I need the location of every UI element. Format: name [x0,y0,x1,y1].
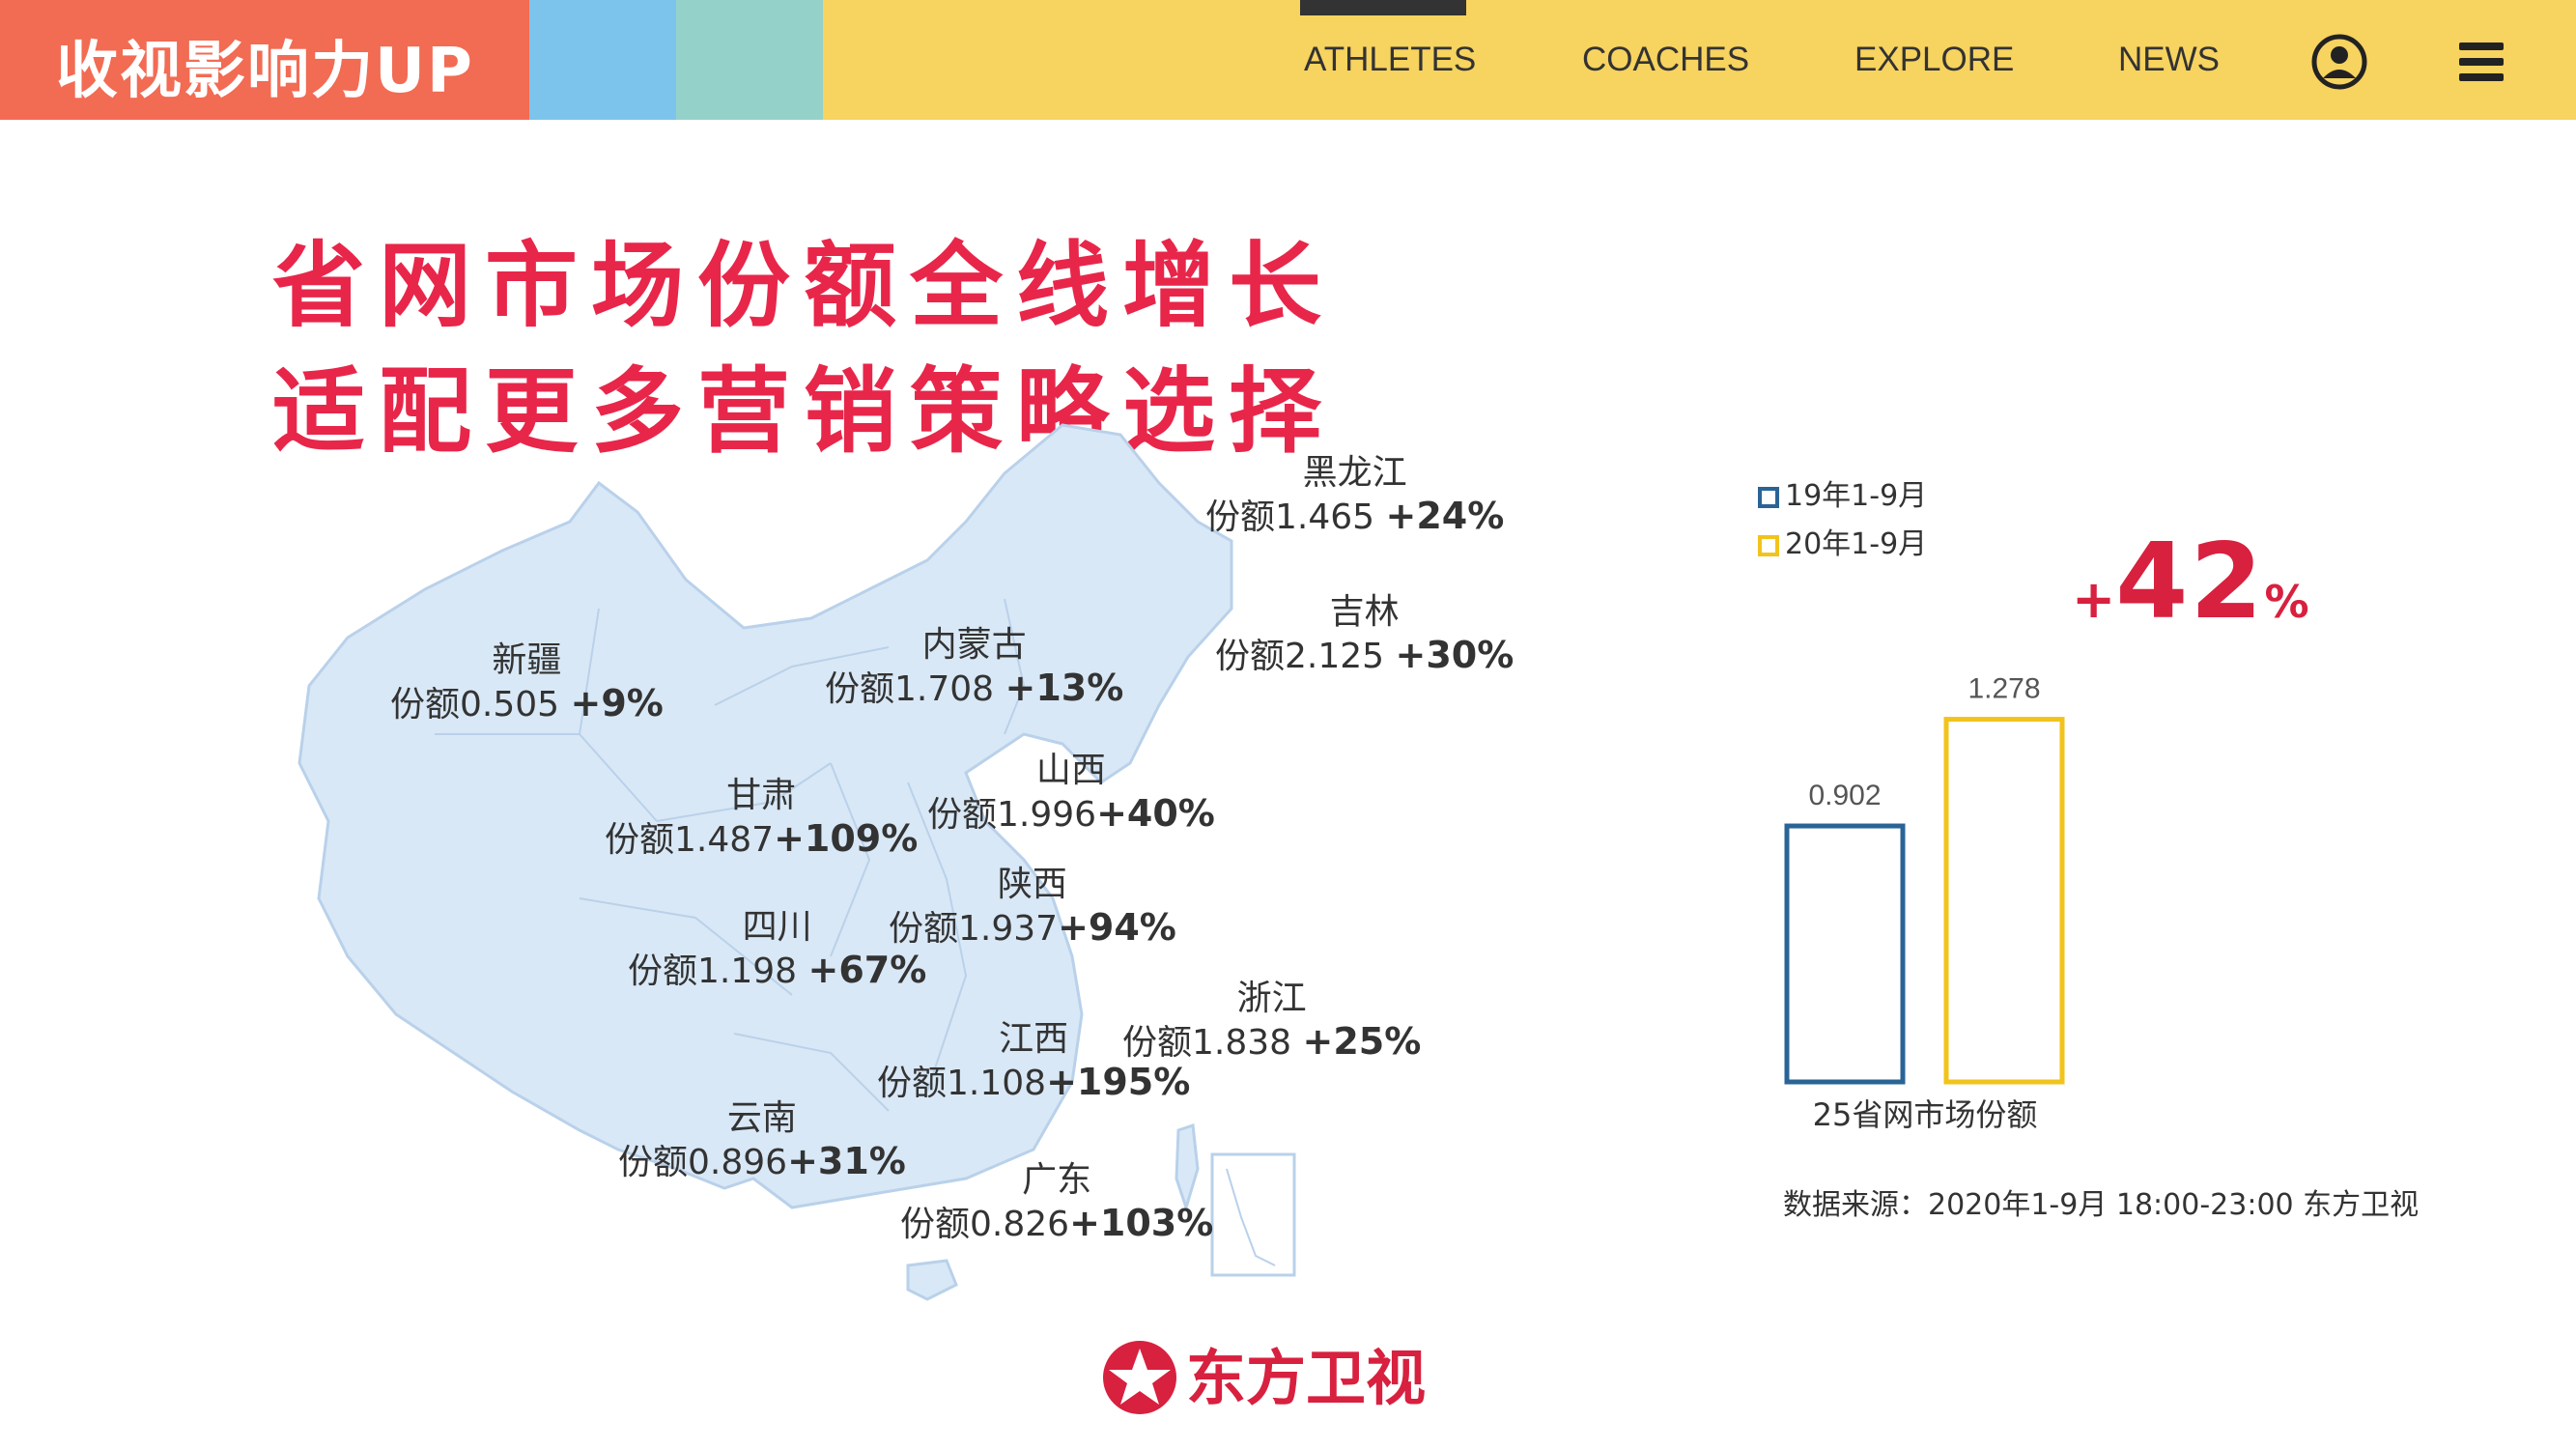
province-guangdong: 广东 份额0.826+103% [900,1159,1213,1246]
growth-unit: % [2264,576,2309,628]
menu-icon[interactable] [2459,41,2504,87]
province-share: 份额0.896 [618,1143,788,1182]
user-icon[interactable] [2310,33,2368,95]
bar-2019 [1784,823,1906,1085]
bar-value-label-2020: 1.278 [1967,673,2040,705]
bar-value-label-2019: 0.902 [1808,780,1881,811]
svg-text:东方卫视: 东方卫视 [1186,1343,1426,1413]
province-growth: +40% [1096,792,1215,835]
province-name: 云南 [726,1098,797,1138]
headline-line-1: 省网市场份额全线增长 [272,232,1335,340]
province-growth: +25% [1302,1020,1422,1063]
nav-coaches[interactable]: COACHES [1582,41,1750,78]
province-growth: +195% [1046,1061,1191,1103]
province-growth: +13% [1005,667,1124,709]
province-growth: +9% [570,682,664,724]
province-name: 山西 [1035,751,1106,790]
nav-active-indicator [1300,0,1466,15]
province-share: 份额1.487 [605,820,775,860]
province-heilongjiang: 黑龙江 份额1.465 +24% [1205,452,1504,539]
province-name: 广东 [1022,1160,1092,1200]
growth-sign: + [2072,569,2116,630]
legend-swatch-2020 [1758,534,1779,556]
province-gansu: 甘肃 份额1.487+109% [605,775,918,862]
province-share: 份额1.108 [877,1064,1047,1103]
province-name: 甘肃 [726,776,797,815]
province-share: 份额1.838 [1122,1023,1292,1063]
dragon-tv-logo: 东方卫视 [1097,1335,1426,1426]
province-jiangxi: 江西 份额1.108+195% [877,1018,1190,1105]
province-shanxi: 山西 份额1.996+40% [927,750,1215,837]
province-growth: +30% [1395,634,1514,676]
top-navigation-bar: 收视影响力UP ATHLETES COACHES EXPLORE NEWS [0,0,2576,120]
province-growth: +103% [1069,1202,1214,1244]
growth-callout: +42% [2072,522,2309,642]
province-growth: +31% [787,1140,906,1182]
growth-number: 42 [2115,522,2265,642]
province-share: 份额0.505 [390,685,560,724]
color-block-blue [529,0,676,120]
bar-chart: 0.902 1.278 25省网市场份额 [1784,673,2065,1133]
province-name: 浙江 [1236,979,1307,1018]
province-share: 份额1.708 [825,669,995,709]
nav-news[interactable]: NEWS [2118,41,2220,78]
brand-block: 收视影响力UP [0,0,529,120]
bar-2020 [1943,717,2065,1085]
headline-line-2: 适配更多营销策略选择 [272,357,1335,466]
province-name: 江西 [999,1019,1069,1059]
province-sichuan: 四川 份额1.198 +67% [628,906,926,993]
province-share: 份额1.996 [927,795,1097,835]
data-source-note: 数据来源：2020年1-9月 18:00-23:00 东方卫视 [1783,1188,2420,1222]
province-name: 四川 [742,907,812,947]
province-share: 份额1.198 [628,952,798,991]
province-share: 份额1.937 [889,909,1059,949]
province-share: 份额0.826 [900,1205,1070,1244]
chart-x-label: 25省网市场份额 [1813,1096,2038,1133]
nav-explore[interactable]: EXPLORE [1854,41,2015,78]
province-name: 陕西 [997,865,1067,904]
legend-label: 19年1-9月 [1785,479,1928,513]
color-block-teal [676,0,823,120]
legend-label: 20年1-9月 [1785,527,1928,561]
province-growth: +109% [774,817,919,860]
province-growth: +94% [1058,906,1176,949]
province-neimenggu: 内蒙古 份额1.708 +13% [825,624,1123,711]
nav-athletes[interactable]: ATHLETES [1304,41,1477,78]
province-share: 份额1.465 [1205,497,1375,537]
legend-item-2020: 20年1-9月 [1758,520,1927,562]
legend-item-2019: 19年1-9月 [1758,471,1927,514]
brand-title: 收视影响力UP [56,36,474,107]
province-growth: +67% [807,949,927,991]
china-map [297,423,1296,1301]
province-share: 份额2.125 [1215,637,1385,676]
province-name: 吉林 [1329,592,1400,632]
legend-swatch-2019 [1758,486,1779,508]
province-xinjiang: 新疆 份额0.505 +9% [390,639,664,726]
province-name: 黑龙江 [1302,453,1407,493]
province-jilin: 吉林 份额2.125 +30% [1215,591,1514,678]
province-growth: +24% [1385,495,1505,537]
province-yunnan: 云南 份额0.896+31% [618,1097,906,1184]
province-name: 内蒙古 [921,625,1027,665]
province-zhejiang: 浙江 份额1.838 +25% [1122,978,1421,1065]
province-shaanxi: 陕西 份额1.937+94% [889,864,1176,951]
province-name: 新疆 [492,640,562,680]
